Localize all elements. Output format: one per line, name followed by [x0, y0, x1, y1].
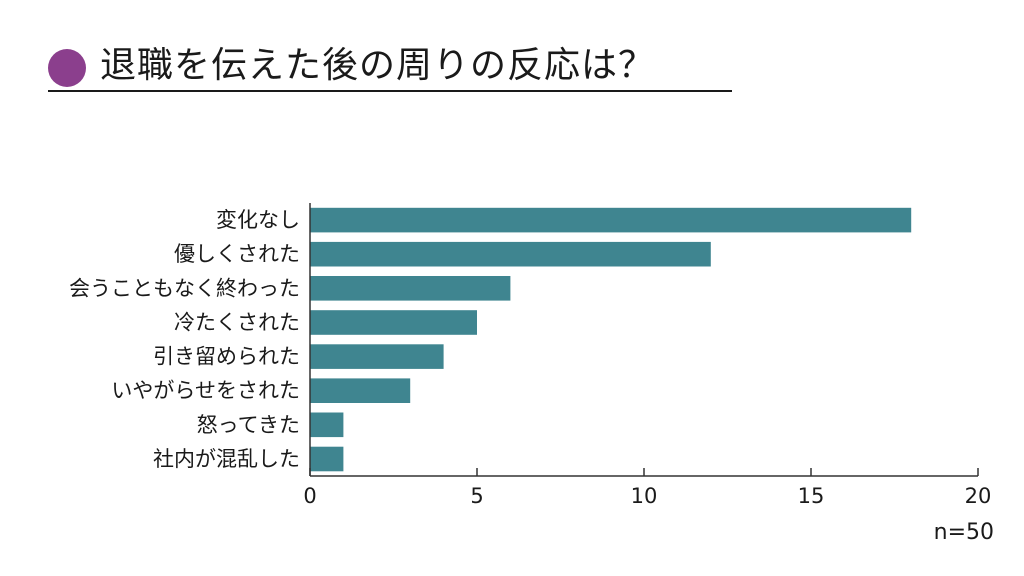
title-underline [48, 90, 732, 92]
category-label: いやがらせをされた [111, 379, 300, 403]
title-bullet-icon [48, 49, 86, 87]
bar-1 [310, 241, 711, 267]
chart-title-block: 退職を伝えた後の周りの反応は？ [48, 40, 732, 92]
chart-title: 退職を伝えた後の周りの反応は？ [100, 45, 656, 86]
category-label: 優しくされた [174, 242, 300, 266]
x-tick-label: 0 [303, 484, 316, 508]
bar-2 [310, 276, 511, 301]
category-label: 会うこともなく終わった [69, 276, 300, 300]
bar-4 [310, 344, 444, 369]
bar-3 [310, 310, 477, 335]
category-label: 冷たくされた [174, 310, 300, 334]
x-tick-label: 20 [965, 484, 992, 508]
bar-7 [310, 446, 344, 472]
category-label: 引き留められた [153, 345, 300, 369]
category-label: 社内が混乱した [153, 447, 300, 471]
sample-size-label: n=50 [933, 520, 994, 545]
bar-0 [310, 207, 912, 233]
bar-5 [310, 378, 411, 403]
x-tick-label: 5 [470, 484, 483, 508]
bar-6 [310, 412, 344, 438]
x-tick-label: 15 [798, 484, 825, 508]
x-tick-label: 10 [631, 484, 658, 508]
category-label: 変化なし [216, 208, 300, 232]
category-label: 怒ってきた [197, 413, 300, 437]
